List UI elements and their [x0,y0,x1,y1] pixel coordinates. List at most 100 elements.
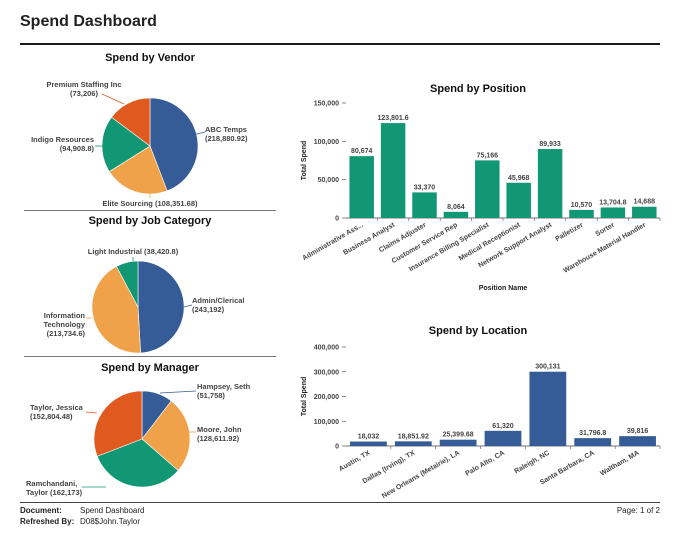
slice-label-line: (94,908.8) [60,144,95,153]
bar-value-label: 80,674 [351,148,373,155]
bar-value-label: 39,816 [627,428,649,435]
bar-value-label: 25,399.68 [443,432,474,439]
position-bar-chart: Spend by Position 0 50,000 100,000 150,000 To… [301,83,661,292]
slice-label-line: Taylor, Jessica [30,403,84,412]
pie-slice [137,260,185,354]
slice-label-line: Information [44,311,86,320]
slice-label-line: Indigo Resources [31,135,94,144]
bar-value-label: 13,704.8 [599,199,626,206]
chart-title: Spend by Location [429,325,528,337]
bar-value-label: 18,032 [358,434,380,441]
slice-label-line: Taylor (162,173) [26,488,83,497]
slice-label-line: (213,734.6) [47,329,86,338]
slice-label-line: Admin/Clerical [192,296,245,305]
leader-line [85,411,98,414]
bar [484,430,522,446]
bar-value-label: 33,370 [414,184,436,191]
x-tick-label: Palo Alto, CA [464,450,506,478]
bar [529,371,567,446]
report-title: Spend Dashboard [20,13,157,30]
y-tick-label: 200,000 [314,394,339,401]
pie-slice [96,438,179,488]
bar [574,438,612,446]
bar-value-label: 89,933 [539,141,561,148]
slice-label: Ramchandani, Taylor (162,173) [26,479,83,497]
bar [632,206,657,218]
bar-value-label: 123,801.6 [378,115,409,122]
y-axis-title: Total Spend [301,377,308,417]
slice-label-line: Moore, John [197,425,242,434]
slice-label: Information Technology (213,734.6) [43,311,85,338]
chart-title: Spend by Job Category [89,215,213,227]
chart-title: Spend by Manager [101,362,200,374]
section-divider [24,356,276,357]
slice-label-line: Elite Sourcing (108,351.68) [102,199,198,208]
slice-label-line: Ramchandani, [26,479,77,488]
slice-label: Elite Sourcing (108,351.68) [102,199,198,208]
vendor-pie-chart: Spend by Vendor ABC Temps (218,880.92) Elit… [31,52,248,208]
footer-refreshed-value: D08$John.Taylor [80,517,141,526]
bar [537,149,563,218]
bar [394,441,432,446]
category-pie-chart: Spend by Job Category Admin/Clerical (243,… [43,215,245,354]
slice-label: Taylor, Jessica (152,804.48) [30,403,84,421]
bar-value-label: 45,968 [508,175,530,182]
slice-label-line: Light Industrial (38,420.8) [88,247,179,256]
slice-label: Light Industrial (38,420.8) [88,247,179,256]
y-axis-title: Total Spend [301,141,308,181]
y-tick-label: 400,000 [314,345,339,352]
slice-label-line: ABC Temps [205,125,247,134]
bar [439,439,477,446]
leader-line [101,93,125,105]
bar-value-label: 18,851.92 [398,433,429,440]
bar [349,156,374,218]
x-tick-label: New Orleans (Metairie), LA [381,450,461,500]
leader-line [159,390,197,394]
pie-slice [141,400,191,471]
y-tick-label: 0 [335,444,339,451]
leader-line [183,304,193,308]
slice-label: Hampsey, Seth (51,758) [197,382,251,400]
bar [569,209,594,218]
footer-refreshed-label: Refreshed By: [20,517,75,526]
footer-document-label: Document: [20,506,62,515]
slice-label: Moore, John (128,611.92) [197,425,242,443]
slice-label-line: Premium Staffing Inc [46,80,121,89]
pie-slice [93,390,143,457]
bar-value-label: 75,166 [477,152,499,159]
slice-label: ABC Temps (218,880.92) [205,125,248,143]
y-tick-label: 50,000 [318,177,340,184]
chart-title: Spend by Position [430,83,526,95]
bar-value-label: 31,796.8 [579,430,606,437]
chart-title: Spend by Vendor [105,52,196,64]
bar-value-label: 8,064 [447,204,465,211]
y-tick-label: 150,000 [314,101,339,108]
slice-label-line: (218,880.92) [205,134,248,143]
pie-slice [149,97,199,192]
slice-label-line: (51,758) [197,391,225,400]
x-tick-label: Raleigh, NC [513,450,551,476]
slice-label-line: (243,192) [192,305,225,314]
bar-value-label: 14,688 [634,199,656,206]
slice-label-line: (128,611.92) [197,434,240,443]
x-axis-title: Position Name [479,285,528,292]
manager-pie-chart: Spend by Manager Hampsey, Seth (51,758) Moo… [26,362,251,497]
section-divider [24,210,276,211]
y-tick-label: 100,000 [314,139,339,146]
leader-line [192,131,206,136]
pie-slice [111,97,151,147]
x-tick-label: Waltham, MA [599,450,640,478]
pie-slice [108,145,168,195]
y-tick-label: 300,000 [314,369,339,376]
pie-slice [116,260,139,308]
slice-label-line: (152,804.48) [30,412,73,421]
y-tick-label: 100,000 [314,419,339,426]
bar [412,192,437,218]
slice-label: Premium Staffing Inc (73,206) [46,80,121,98]
slice-label-line: Technology [43,320,85,329]
bar [619,436,656,446]
bar [380,123,406,218]
footer-page-number: Page: 1 of 2 [616,506,660,515]
bar [443,211,469,218]
footer-rule [20,502,660,503]
